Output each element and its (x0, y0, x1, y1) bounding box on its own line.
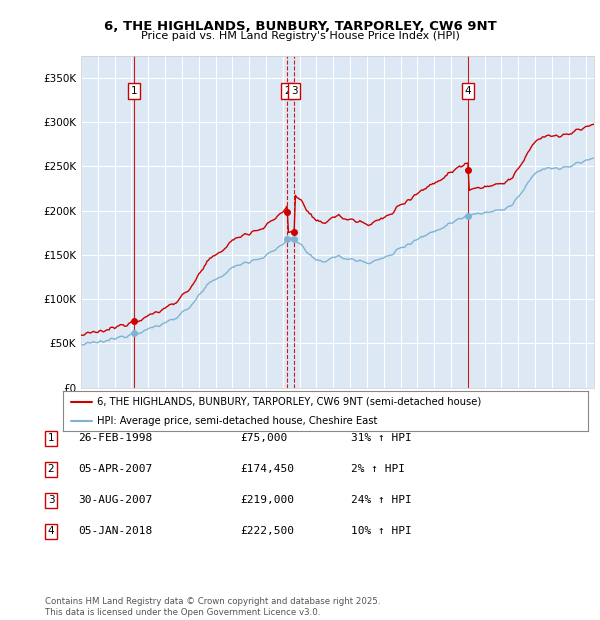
Text: 05-APR-2007: 05-APR-2007 (78, 464, 152, 474)
Text: Price paid vs. HM Land Registry's House Price Index (HPI): Price paid vs. HM Land Registry's House … (140, 31, 460, 41)
Text: 6, THE HIGHLANDS, BUNBURY, TARPORLEY, CW6 9NT (semi-detached house): 6, THE HIGHLANDS, BUNBURY, TARPORLEY, CW… (97, 397, 481, 407)
Text: 2: 2 (47, 464, 55, 474)
Text: 4: 4 (47, 526, 55, 536)
Text: £174,450: £174,450 (240, 464, 294, 474)
Text: £222,500: £222,500 (240, 526, 294, 536)
Text: £75,000: £75,000 (240, 433, 287, 443)
Text: 4: 4 (465, 86, 472, 95)
Text: 30-AUG-2007: 30-AUG-2007 (78, 495, 152, 505)
Text: 2% ↑ HPI: 2% ↑ HPI (351, 464, 405, 474)
Text: £219,000: £219,000 (240, 495, 294, 505)
Text: HPI: Average price, semi-detached house, Cheshire East: HPI: Average price, semi-detached house,… (97, 416, 377, 426)
Text: 26-FEB-1998: 26-FEB-1998 (78, 433, 152, 443)
Text: 10% ↑ HPI: 10% ↑ HPI (351, 526, 412, 536)
Text: 05-JAN-2018: 05-JAN-2018 (78, 526, 152, 536)
Text: 6, THE HIGHLANDS, BUNBURY, TARPORLEY, CW6 9NT: 6, THE HIGHLANDS, BUNBURY, TARPORLEY, CW… (104, 20, 496, 33)
Text: 1: 1 (131, 86, 137, 95)
Text: 2: 2 (284, 86, 290, 95)
Text: 1: 1 (47, 433, 55, 443)
Text: 3: 3 (47, 495, 55, 505)
Text: 31% ↑ HPI: 31% ↑ HPI (351, 433, 412, 443)
Text: Contains HM Land Registry data © Crown copyright and database right 2025.
This d: Contains HM Land Registry data © Crown c… (45, 598, 380, 617)
Text: 24% ↑ HPI: 24% ↑ HPI (351, 495, 412, 505)
Text: 3: 3 (291, 86, 298, 95)
